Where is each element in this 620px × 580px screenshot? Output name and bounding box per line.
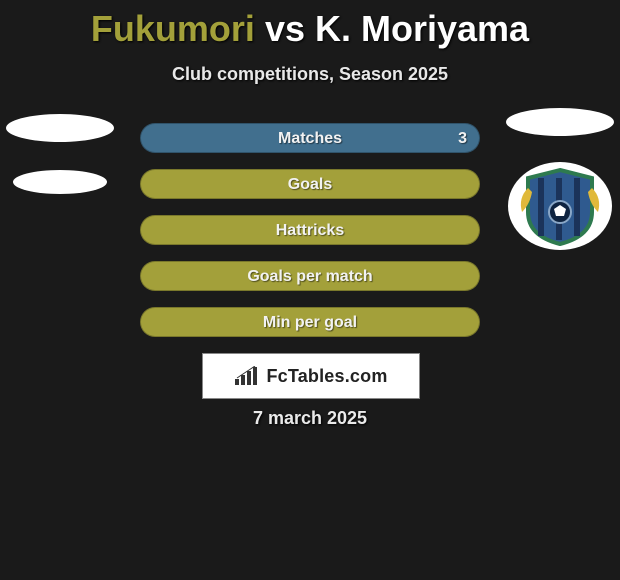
stat-bar: Min per goal: [140, 307, 480, 337]
player2-name: K. Moriyama: [315, 8, 529, 49]
player1-name: Fukumori: [91, 8, 255, 49]
player1-badges: [0, 108, 120, 194]
bars-logo-icon: [234, 366, 260, 386]
efc-crest-icon: [510, 164, 610, 248]
brand-text: FcTables.com: [266, 366, 387, 387]
stat-bars: Matches 3 Goals Hattricks Goals per match Min…: [140, 123, 480, 353]
page-title: Fukumori vs K. Moriyama: [0, 0, 620, 50]
stat-label: Goals: [288, 170, 332, 200]
stat-label: Hattricks: [276, 216, 344, 246]
stat-value-right: 3: [458, 124, 467, 154]
ellipse-placeholder-icon: [13, 170, 107, 194]
date: 7 march 2025: [0, 408, 620, 429]
player2-badges: [500, 108, 620, 248]
brand-box: FcTables.com: [202, 353, 420, 399]
comparison-infographic: Fukumori vs K. Moriyama Club competition…: [0, 0, 620, 580]
stat-label: Min per goal: [263, 308, 357, 338]
ellipse-placeholder-icon: [6, 114, 114, 142]
subtitle: Club competitions, Season 2025: [0, 64, 620, 85]
stat-bar: Goals per match: [140, 261, 480, 291]
stat-label: Goals per match: [247, 262, 372, 292]
stat-bar: Matches 3: [140, 123, 480, 153]
ellipse-placeholder-icon: [506, 108, 614, 136]
stat-bar: Goals: [140, 169, 480, 199]
title-vs: vs: [265, 8, 305, 49]
stat-label: Matches: [278, 124, 342, 154]
stat-bar: Hattricks: [140, 215, 480, 245]
